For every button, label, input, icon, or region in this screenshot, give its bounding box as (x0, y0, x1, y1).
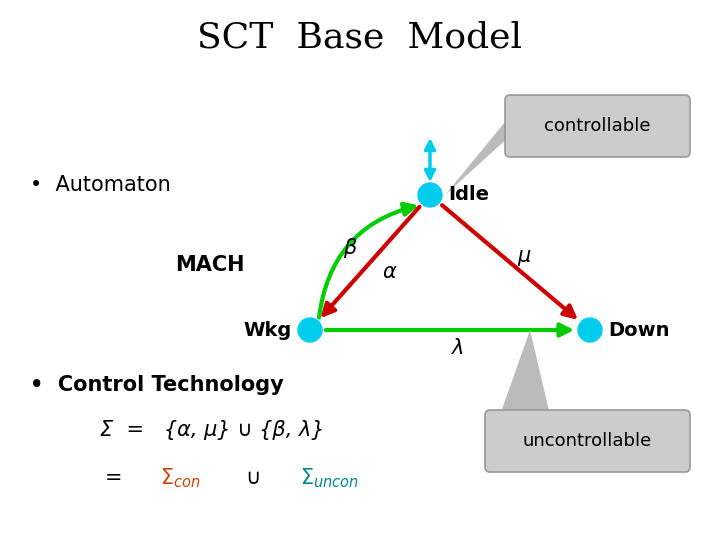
Text: Wkg: Wkg (244, 321, 292, 340)
Text: Down: Down (608, 321, 670, 340)
FancyArrowPatch shape (323, 207, 420, 315)
Text: $\beta$: $\beta$ (343, 236, 357, 260)
FancyBboxPatch shape (485, 410, 690, 472)
Text: MACH: MACH (175, 255, 245, 275)
Text: $\Sigma_{con}$: $\Sigma_{con}$ (160, 466, 201, 490)
Text: •  Automaton: • Automaton (30, 175, 171, 195)
FancyArrowPatch shape (319, 204, 414, 318)
Text: $\alpha$: $\alpha$ (382, 262, 397, 282)
Text: Idle: Idle (448, 186, 489, 205)
FancyArrowPatch shape (325, 325, 570, 335)
Text: uncontrollable: uncontrollable (523, 432, 652, 450)
Text: $\Sigma_{uncon}$: $\Sigma_{uncon}$ (300, 466, 359, 490)
FancyBboxPatch shape (505, 95, 690, 157)
Text: =: = (105, 468, 122, 488)
Circle shape (578, 318, 602, 342)
Polygon shape (500, 330, 550, 415)
Text: •  Control Technology: • Control Technology (30, 375, 284, 395)
Text: controllable: controllable (544, 117, 651, 135)
Polygon shape (445, 116, 510, 195)
FancyArrowPatch shape (442, 205, 575, 317)
Text: SCT  Base  Model: SCT Base Model (197, 21, 523, 55)
Circle shape (298, 318, 322, 342)
Text: $\mu$: $\mu$ (517, 248, 531, 268)
Text: $\cup$: $\cup$ (245, 468, 260, 488)
Text: Σ  =   {α, μ} ∪ {β, λ}: Σ = {α, μ} ∪ {β, λ} (100, 420, 325, 440)
Text: $\lambda$: $\lambda$ (451, 338, 464, 358)
Circle shape (418, 183, 442, 207)
